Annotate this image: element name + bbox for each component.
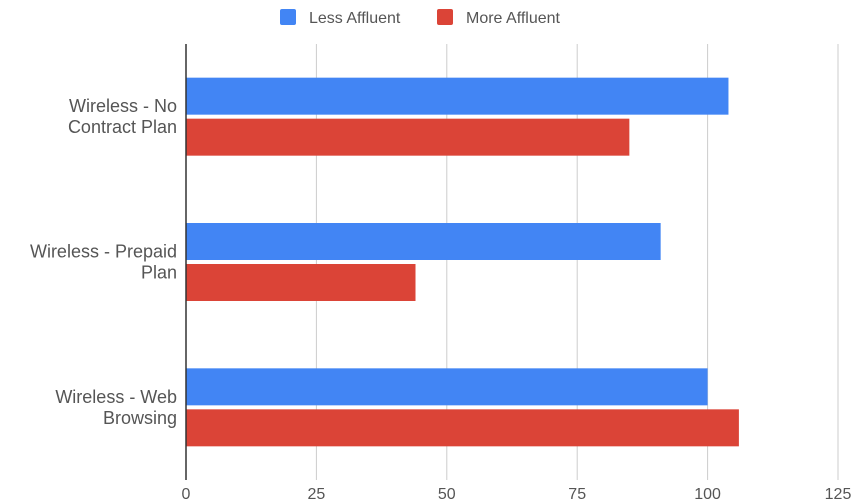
category-label: Wireless - Web Browsing — [55, 387, 177, 428]
x-tick-label: 0 — [182, 486, 191, 503]
x-tick-label: 50 — [438, 486, 456, 503]
x-tick-label: 125 — [825, 486, 852, 503]
bar-more-affluent — [186, 409, 739, 447]
legend-label-less-affluent: Less Affluent — [309, 10, 401, 27]
category-label-line: Wireless - Web — [55, 387, 177, 407]
category-label-line: Wireless - Prepaid — [30, 242, 177, 262]
category-label-line: Plan — [141, 263, 177, 283]
bars — [186, 77, 739, 447]
legend-label-more-affluent: More Affluent — [466, 10, 561, 27]
category-label: Wireless - No Contract Plan — [68, 96, 177, 137]
category-labels: Wireless - No Contract Plan Wireless - Pre… — [30, 96, 177, 428]
bar-more-affluent — [186, 118, 630, 156]
x-axis-tick-labels: 0 25 50 75 100 125 — [182, 486, 852, 503]
legend-swatch-less-affluent — [280, 9, 296, 25]
category-label-line: Browsing — [103, 408, 177, 428]
x-tick-label: 100 — [694, 486, 721, 503]
category-label: Wireless - Prepaid Plan — [30, 242, 177, 283]
bar-less-affluent — [186, 368, 708, 406]
bar-more-affluent — [186, 264, 416, 301]
bar-less-affluent — [186, 223, 661, 260]
category-label-line: Contract Plan — [68, 117, 177, 137]
legend-swatch-more-affluent — [437, 9, 453, 25]
gridlines — [315, 44, 839, 480]
bar-less-affluent — [186, 77, 729, 115]
x-tick-label: 75 — [568, 486, 586, 503]
x-tick-label: 25 — [308, 486, 326, 503]
legend: Less Affluent More Affluent — [280, 9, 561, 27]
category-label-line: Wireless - No — [69, 96, 177, 116]
